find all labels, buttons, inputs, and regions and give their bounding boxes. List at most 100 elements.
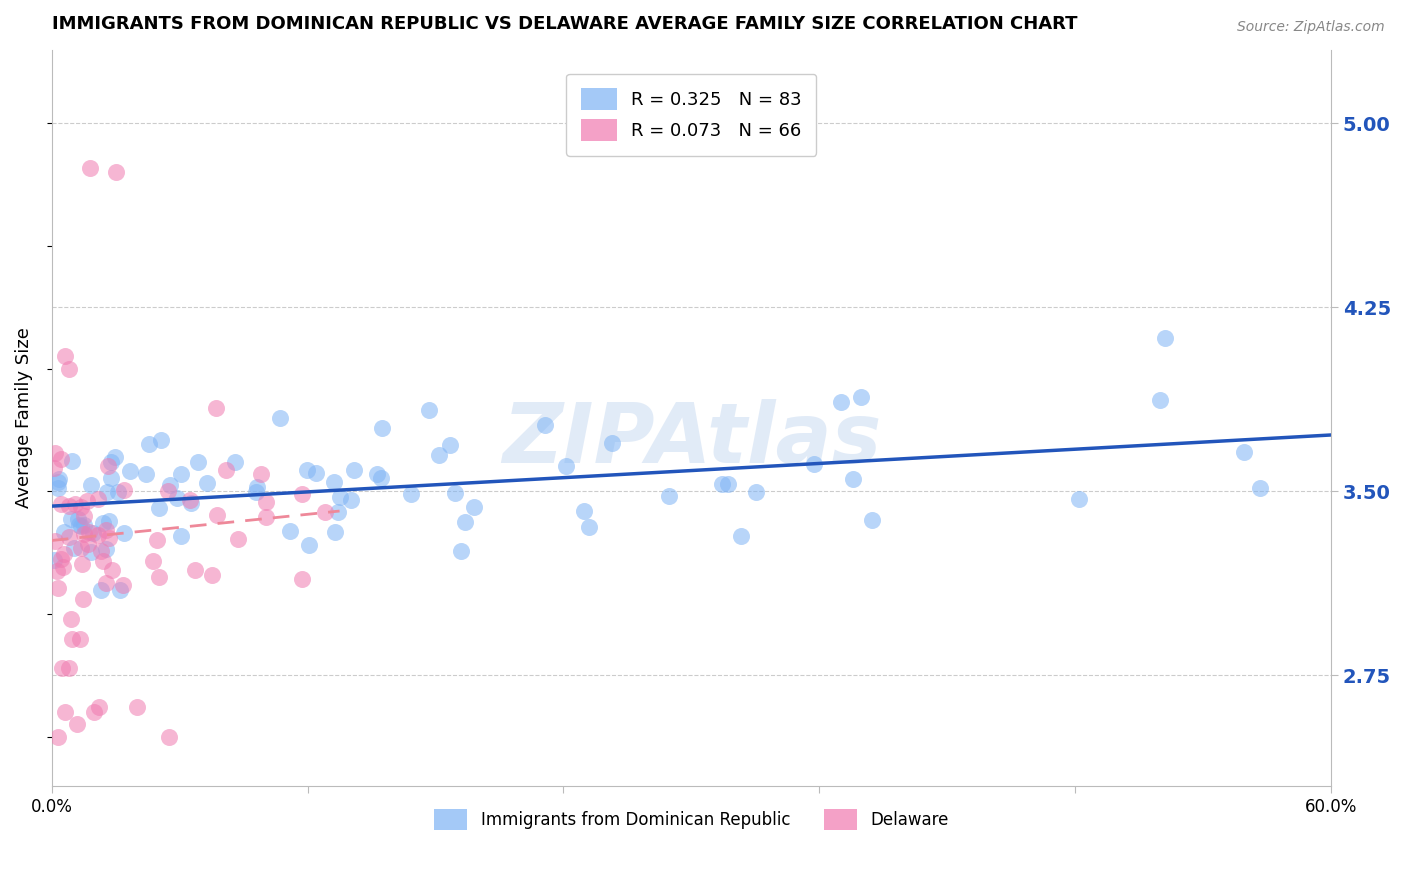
Point (710, 476, 733, 491)
Point (48, 581, 70, 595)
Point (91, 554, 114, 568)
Point (249, 467, 271, 481)
Point (305, 466, 328, 480)
Text: Source: ZipAtlas.com: Source: ZipAtlas.com (1237, 20, 1385, 34)
Point (578, 520, 600, 534)
Point (463, 500, 485, 514)
Point (112, 483, 135, 497)
Point (254, 495, 277, 509)
Point (53, 705, 76, 719)
Point (51, 661, 73, 675)
Point (195, 475, 218, 490)
Text: IMMIGRANTS FROM DOMINICAN REPUBLIC VS DELAWARE AVERAGE FAMILY SIZE CORRELATION C: IMMIGRANTS FROM DOMINICAN REPUBLIC VS DE… (52, 15, 1077, 33)
Legend: Immigrants from Dominican Republic, Delaware: Immigrants from Dominican Republic, Dela… (427, 803, 955, 837)
Point (112, 525, 135, 540)
Point (1154, 331, 1177, 345)
Point (49, 551, 72, 566)
Point (45, 565, 67, 579)
Point (156, 483, 179, 498)
Point (112, 578, 135, 592)
Point (600, 435, 623, 450)
Point (450, 544, 472, 558)
Point (58, 530, 80, 544)
Point (79, 478, 101, 492)
Point (141, 554, 163, 568)
Point (53, 350, 76, 364)
Point (42, 461, 65, 475)
Point (291, 573, 314, 587)
Point (717, 477, 740, 491)
Point (118, 464, 141, 478)
Point (803, 457, 825, 471)
Point (745, 484, 768, 499)
Point (166, 491, 188, 505)
Point (157, 730, 180, 744)
Point (228, 532, 250, 546)
Point (73, 527, 96, 541)
Point (58, 500, 80, 514)
Point (52, 559, 75, 574)
Point (67, 512, 90, 526)
Point (278, 524, 301, 538)
Point (69, 632, 91, 646)
Point (329, 490, 352, 504)
Point (205, 508, 228, 522)
Point (427, 448, 450, 462)
Point (399, 487, 422, 501)
Point (187, 455, 209, 469)
Point (90, 544, 112, 558)
Point (52, 547, 75, 561)
Point (842, 472, 865, 486)
Point (269, 411, 291, 425)
Point (63, 541, 86, 556)
Point (69, 541, 91, 555)
Point (69, 519, 91, 533)
Point (90, 582, 112, 597)
Point (87, 700, 110, 714)
Point (371, 420, 394, 434)
Point (46, 481, 69, 495)
Point (135, 467, 157, 481)
Point (100, 471, 122, 485)
Point (46, 730, 69, 744)
Point (454, 515, 477, 529)
Point (366, 467, 388, 482)
Point (328, 505, 350, 519)
Point (1069, 491, 1091, 506)
Point (860, 513, 883, 527)
Point (148, 501, 170, 516)
Point (125, 700, 148, 714)
Point (291, 487, 314, 501)
Point (48, 472, 70, 486)
Point (83, 705, 105, 719)
Point (1149, 392, 1171, 407)
Point (107, 485, 129, 500)
Point (100, 455, 122, 469)
Point (86, 528, 108, 542)
Point (444, 486, 467, 500)
Point (138, 437, 160, 451)
Point (340, 492, 363, 507)
Point (148, 570, 170, 584)
Point (370, 471, 392, 485)
Point (58, 361, 80, 376)
Point (98, 531, 121, 545)
Point (94, 524, 117, 538)
Point (658, 489, 681, 503)
Point (60, 512, 83, 526)
Point (46, 475, 69, 489)
Point (96, 576, 118, 591)
Point (224, 455, 246, 469)
Point (574, 504, 596, 518)
Point (98, 514, 121, 528)
Point (108, 582, 131, 597)
Point (87, 491, 110, 506)
Point (323, 475, 346, 489)
Point (159, 477, 181, 491)
Point (150, 433, 173, 447)
Point (72, 509, 94, 524)
Point (180, 496, 202, 510)
Point (73, 517, 96, 532)
Point (91, 516, 114, 531)
Point (849, 390, 872, 404)
